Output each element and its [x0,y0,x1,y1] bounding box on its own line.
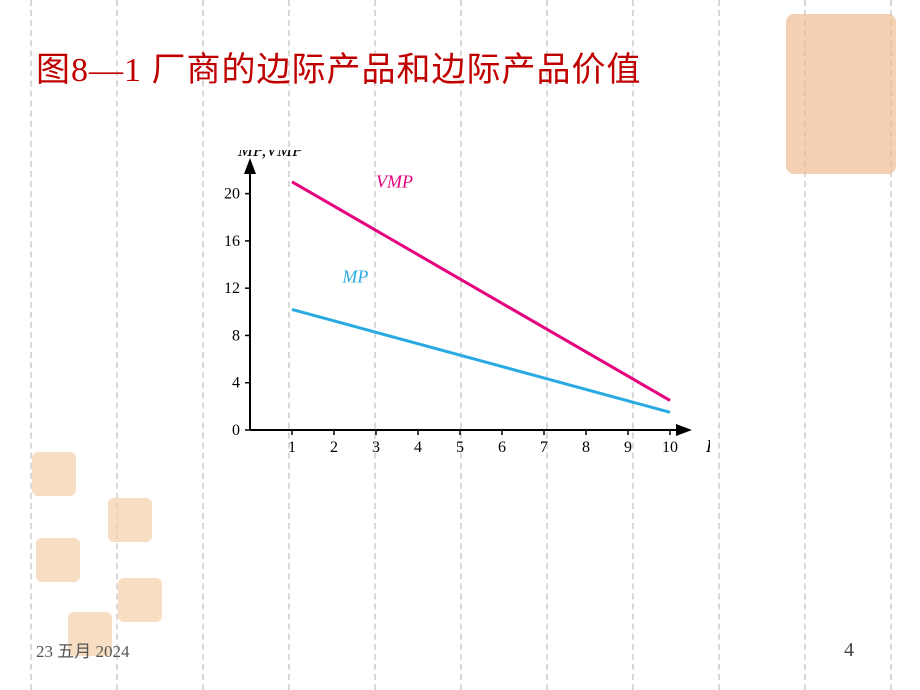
svg-text:MP,VMP: MP,VMP [237,150,303,160]
svg-text:8: 8 [232,327,240,344]
slide-title: 图8—1 厂商的边际产品和边际产品价值 [36,42,642,91]
footer-page: 4 [844,639,854,662]
footer-date: 23 五月 2024 [36,637,130,662]
svg-text:0: 0 [232,422,240,439]
svg-text:4: 4 [232,375,240,392]
svg-text:1: 1 [288,439,296,456]
svg-text:16: 16 [224,233,240,250]
svg-text:2: 2 [330,439,338,456]
svg-text:4: 4 [414,439,422,456]
svg-text:5: 5 [456,439,464,456]
svg-text:8: 8 [582,439,590,456]
svg-text:6: 6 [498,439,506,456]
svg-text:MP: MP [341,266,368,286]
svg-text:L: L [705,436,710,456]
svg-text:9: 9 [624,439,632,456]
svg-text:12: 12 [224,280,240,297]
svg-text:10: 10 [662,439,678,456]
svg-text:7: 7 [540,439,548,456]
mp-vmp-chart: 04812162012345678910MP,VMPLVMPMP [190,150,710,460]
svg-text:3: 3 [372,439,380,456]
svg-text:20: 20 [224,186,240,203]
svg-text:VMP: VMP [376,172,413,192]
